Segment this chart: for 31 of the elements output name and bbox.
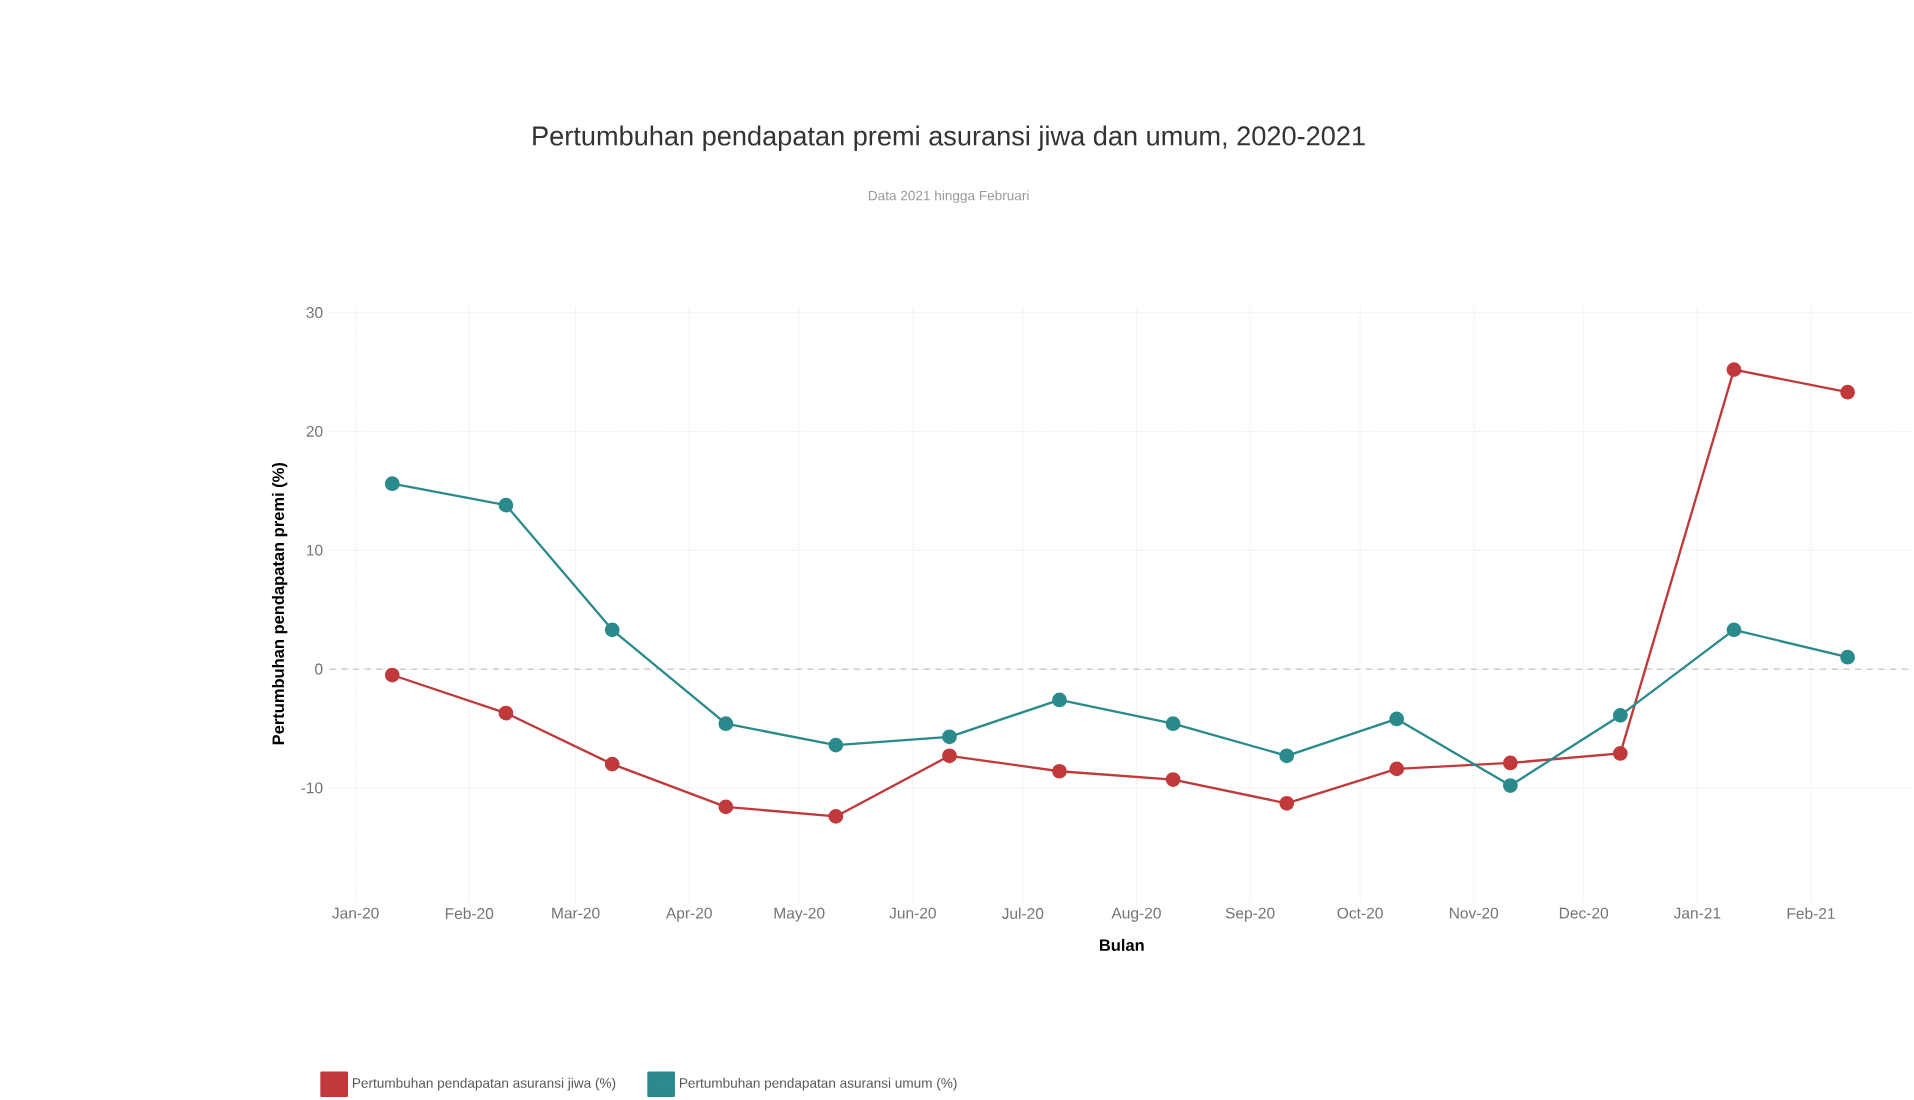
point	[828, 808, 844, 824]
y-axis-title: Pertumbuhan pendapatan premi (%)	[271, 462, 288, 744]
point	[1279, 795, 1295, 811]
point	[828, 737, 844, 753]
point	[498, 497, 514, 513]
point	[1840, 649, 1856, 665]
point	[384, 667, 400, 682]
point	[718, 715, 734, 731]
point	[1279, 747, 1295, 763]
point	[1612, 745, 1628, 761]
point	[942, 728, 957, 744]
point	[1165, 771, 1181, 787]
point	[1389, 711, 1405, 726]
point	[1840, 384, 1856, 400]
point	[384, 475, 400, 491]
point	[1502, 777, 1518, 793]
chart-title: Pertumbuhan pendapatan premi asuransi jiwa dan umum, 2020-2021	[533, 125, 1365, 151]
point	[1612, 707, 1628, 723]
point	[942, 747, 957, 763]
point	[604, 622, 620, 637]
point	[1502, 755, 1518, 770]
point	[604, 756, 620, 772]
point	[498, 705, 514, 720]
point	[718, 799, 734, 814]
point	[1726, 361, 1742, 377]
point	[1726, 622, 1742, 637]
point	[1165, 715, 1181, 731]
point	[1052, 763, 1067, 779]
point	[1389, 761, 1405, 776]
point	[1052, 692, 1067, 707]
x-axis-title: Bulan	[1099, 938, 1144, 951]
